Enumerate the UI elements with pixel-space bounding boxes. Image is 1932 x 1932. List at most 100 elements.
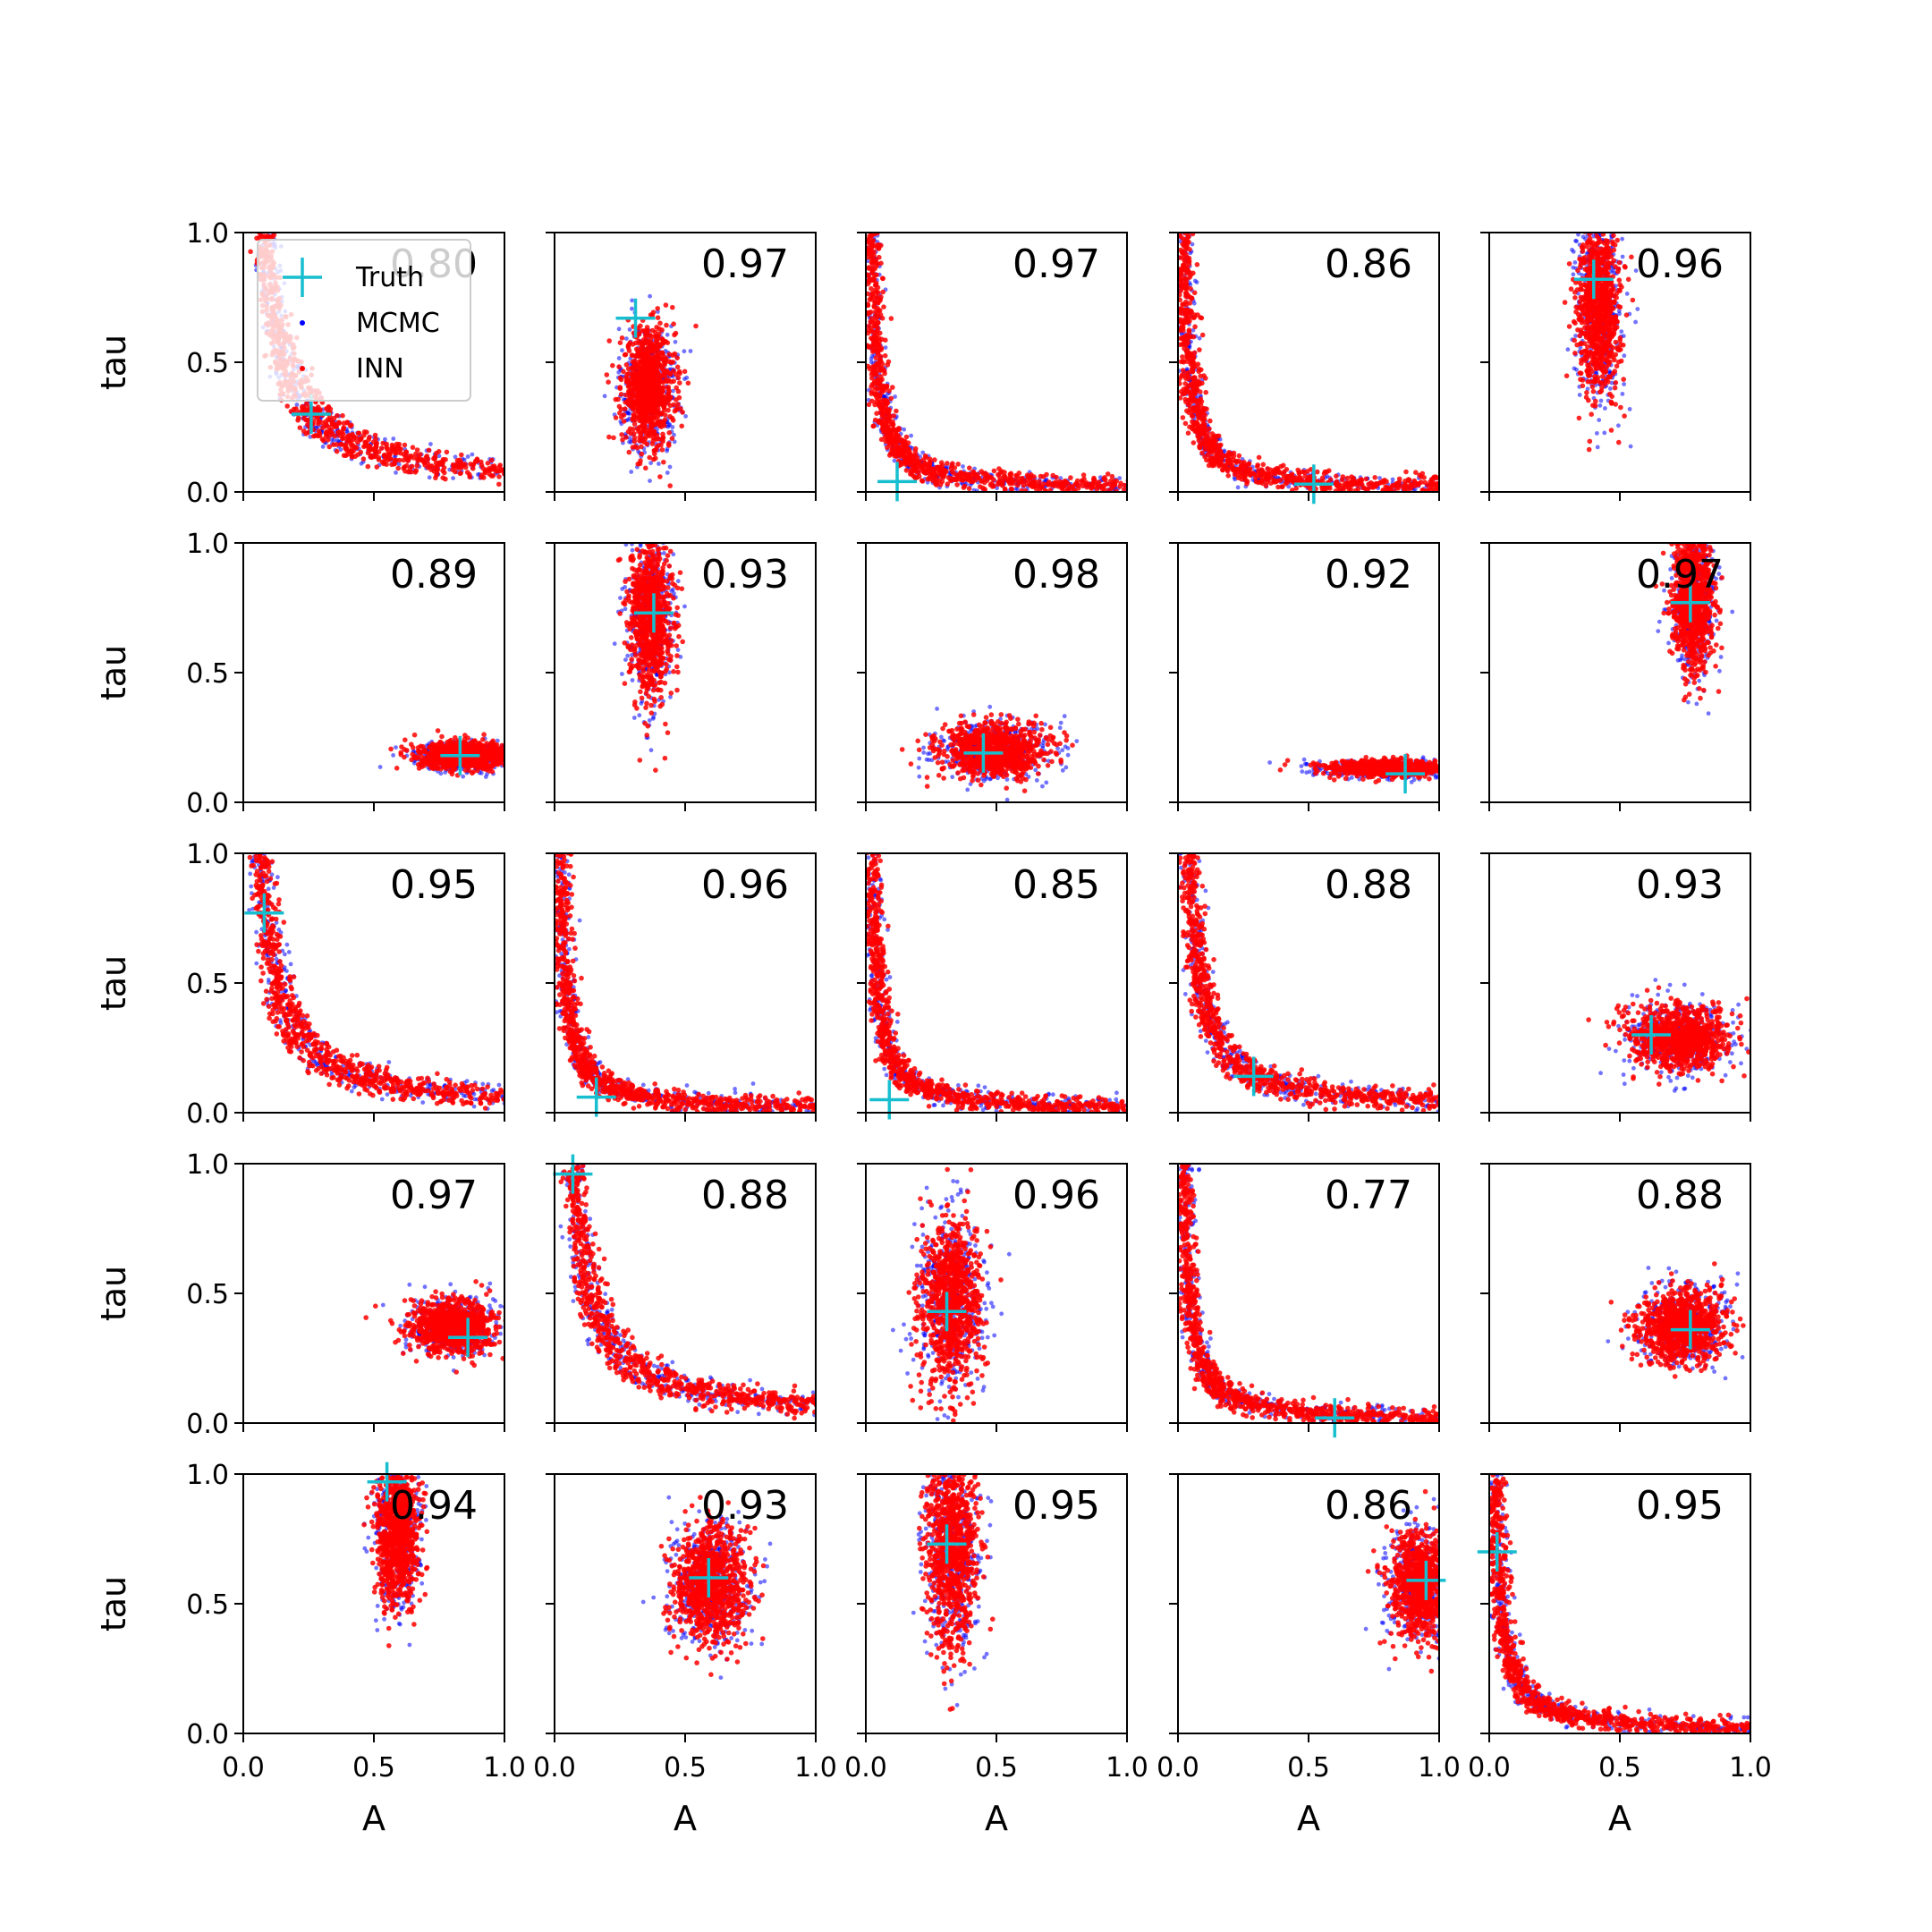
sample-point [987,475,993,480]
sample-point [1190,365,1195,371]
sample-point [413,451,419,457]
sample-point [479,459,484,465]
sample-point [623,362,630,368]
sample-point [634,363,640,369]
sample-point [1185,369,1191,376]
sample-point [611,435,616,441]
sample-point [928,466,933,471]
sample-point [631,431,637,436]
sample-point [1236,458,1241,464]
sample-point [1203,389,1208,395]
sample-point [1219,454,1224,460]
sample-point [627,327,632,332]
sample-point [646,399,652,404]
sample-point [1267,467,1274,472]
sample-point [604,372,610,377]
sample-point [344,419,351,425]
sample-point [1216,433,1222,439]
sample-point [344,438,350,444]
sample-point [872,392,878,398]
sample-point [384,441,390,447]
sample-point [878,260,884,267]
sample-point [640,437,645,444]
sample-point [442,470,447,476]
sample-point [1390,477,1395,482]
sample-point [372,445,378,451]
sample-point [655,315,661,321]
sample-point [938,460,945,465]
sample-point [631,421,638,427]
sample-point [613,415,619,420]
sample-point [655,413,661,419]
sample-point [1243,470,1249,476]
sample-point [1128,483,1132,487]
sample-point [462,464,469,470]
sample-point [667,483,673,488]
sample-point [339,441,344,447]
sample-point [619,335,625,341]
sample-point [1191,301,1197,306]
sample-point [653,402,658,407]
sample-point [1279,484,1284,490]
sample-point [470,466,476,471]
sample-point [320,425,326,431]
sample-point [635,462,640,467]
sample-point [891,413,897,419]
sample-point [459,461,464,467]
sample-point [1037,479,1042,485]
sample-point [1022,487,1029,492]
sample-point [870,223,876,228]
sample-point [485,461,491,466]
posterior-samples [1562,233,1640,453]
sample-point [1224,458,1230,463]
sample-point [1255,463,1260,470]
sample-point [1373,484,1378,489]
sample-point [1199,450,1205,456]
sample-point [659,336,665,342]
sample-point [665,391,672,396]
sample-point [1247,466,1253,471]
sample-point [871,363,877,369]
sample-point [1430,476,1436,481]
sample-point [909,433,913,438]
sample-point [1212,461,1218,466]
sample-point [374,440,379,446]
sample-point [433,475,438,481]
sample-point [284,403,291,409]
sample-point [1235,485,1241,490]
sample-point [656,436,661,442]
sample-point [648,293,652,299]
sample-point [906,449,912,455]
sample-point [1293,486,1299,491]
sample-point [394,457,399,463]
sample-point [896,434,902,440]
sample-point [1178,359,1184,365]
sample-point [912,445,919,452]
sample-point [674,364,681,370]
sample-point [623,352,629,358]
sample-point [326,424,332,430]
sample-point [409,463,415,470]
sample-point [436,460,442,466]
sample-point [1180,225,1185,230]
sample-point [1184,355,1190,361]
sample-point [266,234,271,240]
sample-point [1253,475,1258,481]
sample-point [335,412,340,419]
sample-point [1191,375,1198,380]
sample-point [1405,484,1411,489]
sample-point [625,344,631,351]
sample-point [682,369,688,375]
sample-point [1190,369,1195,375]
sample-point [885,445,890,451]
sample-point [433,466,439,472]
sample-point [632,444,639,450]
sample-point [1387,485,1393,491]
sample-point [881,304,886,310]
sample-point [670,352,676,358]
sample-point [1194,262,1200,267]
sample-point [961,485,967,490]
sample-point [1190,242,1195,247]
sample-point [869,268,876,275]
